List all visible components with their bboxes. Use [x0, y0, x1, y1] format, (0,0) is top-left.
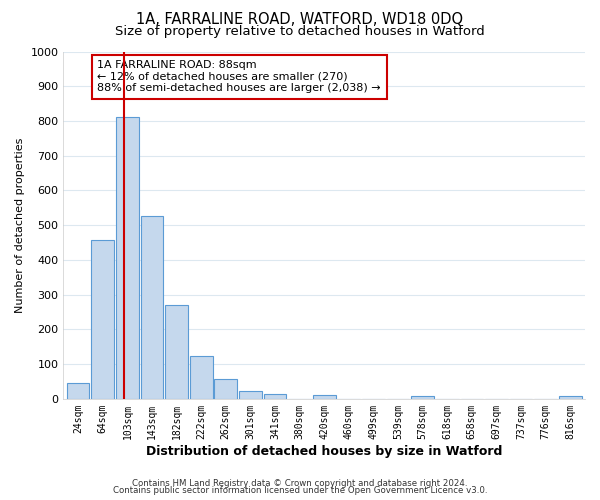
- Bar: [91, 240, 114, 399]
- X-axis label: Distribution of detached houses by size in Watford: Distribution of detached houses by size …: [146, 444, 502, 458]
- Text: 1A FARRALINE ROAD: 88sqm
← 12% of detached houses are smaller (270)
88% of semi-: 1A FARRALINE ROAD: 88sqm ← 12% of detach…: [97, 60, 381, 94]
- Bar: [140, 216, 163, 399]
- Text: Contains HM Land Registry data © Crown copyright and database right 2024.: Contains HM Land Registry data © Crown c…: [132, 478, 468, 488]
- Bar: [165, 305, 188, 399]
- Bar: [67, 382, 89, 399]
- Y-axis label: Number of detached properties: Number of detached properties: [15, 138, 25, 313]
- Bar: [559, 396, 581, 399]
- Text: 1A, FARRALINE ROAD, WATFORD, WD18 0DQ: 1A, FARRALINE ROAD, WATFORD, WD18 0DQ: [136, 12, 464, 28]
- Bar: [214, 379, 237, 399]
- Bar: [190, 356, 212, 399]
- Text: Size of property relative to detached houses in Watford: Size of property relative to detached ho…: [115, 25, 485, 38]
- Bar: [116, 118, 139, 399]
- Bar: [263, 394, 286, 399]
- Bar: [239, 391, 262, 399]
- Bar: [412, 396, 434, 399]
- Text: Contains public sector information licensed under the Open Government Licence v3: Contains public sector information licen…: [113, 486, 487, 495]
- Bar: [313, 396, 335, 399]
